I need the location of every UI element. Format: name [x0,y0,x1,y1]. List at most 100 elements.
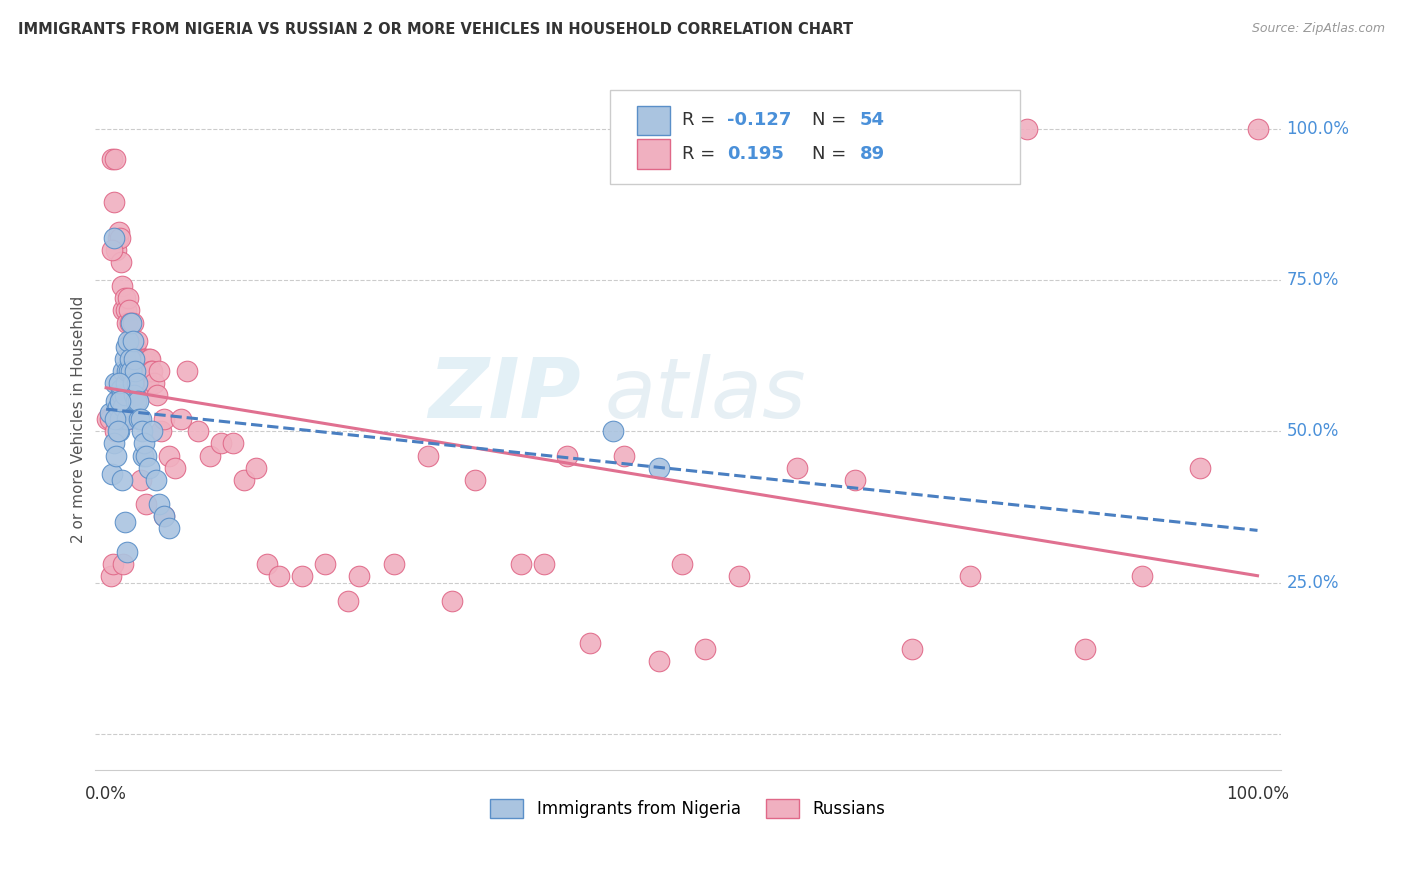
Point [129,376,152,390]
Text: 75.0%: 75.0% [1286,271,1339,289]
Point [114,303,136,318]
Point [139,351,162,366]
Point [245,460,267,475]
Point [104,425,127,439]
Point [120,334,142,348]
Point [128,412,150,426]
Point [120,364,142,378]
Point [648,654,671,668]
Point [152,412,174,426]
Text: ZIP: ZIP [429,354,581,435]
Point [124,388,146,402]
Point [145,473,167,487]
Point [101,243,124,257]
Point [107,231,129,245]
Point [132,449,155,463]
Point [124,340,146,354]
Legend: Immigrants from Nigeria, Russians: Immigrants from Nigeria, Russians [484,792,891,825]
Point [382,558,405,572]
Point [135,497,157,511]
Point [141,425,163,439]
Point [110,255,132,269]
Point [336,593,359,607]
Point [114,291,136,305]
Point [120,351,142,366]
Point [111,473,134,487]
Point [222,436,245,450]
Text: 100.0%: 100.0% [1226,785,1289,803]
Point [1188,460,1211,475]
Point [157,449,180,463]
Point [132,364,155,378]
Point [104,153,127,167]
Point [786,460,808,475]
Text: 50.0%: 50.0% [1286,422,1339,441]
Point [120,316,142,330]
Point [121,376,143,390]
Point [291,569,314,583]
Point [135,351,157,366]
Point [157,521,180,535]
Point [107,425,129,439]
Point [138,460,160,475]
Point [1246,122,1268,136]
Text: 89: 89 [859,145,884,163]
Point [107,400,129,414]
Point [349,569,371,583]
Text: 100.0%: 100.0% [1286,120,1350,138]
Y-axis label: 2 or more Vehicles in Household: 2 or more Vehicles in Household [72,295,86,543]
Point [131,425,153,439]
Point [112,303,135,318]
Point [135,449,157,463]
Point [844,473,866,487]
Point [128,351,150,366]
Point [148,364,170,378]
Point [101,467,124,481]
Point [111,388,134,402]
Point [105,243,128,257]
Point [103,194,125,209]
Point [108,394,131,409]
Point [118,303,141,318]
Point [129,412,152,426]
Point [141,364,163,378]
Point [613,449,636,463]
Point [101,558,124,572]
Point [150,425,173,439]
Point [118,412,141,426]
Point [152,508,174,523]
Text: IMMIGRANTS FROM NIGERIA VS RUSSIAN 2 OR MORE VEHICLES IN HOUSEHOLD CORRELATION C: IMMIGRANTS FROM NIGERIA VS RUSSIAN 2 OR … [18,22,853,37]
Text: -0.127: -0.127 [727,111,792,128]
Point [117,334,139,348]
Point [111,279,134,293]
Point [114,351,136,366]
Point [509,558,531,572]
Point [138,351,160,366]
Point [139,364,162,378]
Point [127,376,149,390]
Point [114,340,136,354]
Point [121,334,143,348]
Point [901,642,924,657]
Text: R =: R = [682,145,727,163]
Text: N =: N = [813,145,852,163]
Point [440,593,463,607]
Point [114,376,136,390]
Point [110,382,132,396]
Point [602,425,624,439]
Point [122,351,145,366]
Point [127,364,149,378]
Point [1017,122,1039,136]
Point [103,231,125,245]
Point [209,436,232,450]
Point [105,394,128,409]
Point [98,412,121,426]
Point [122,388,145,402]
Point [314,558,336,572]
Point [148,497,170,511]
Point [132,436,155,450]
Point [120,316,142,330]
Point [107,376,129,390]
Point [124,364,146,378]
Point [122,351,145,366]
